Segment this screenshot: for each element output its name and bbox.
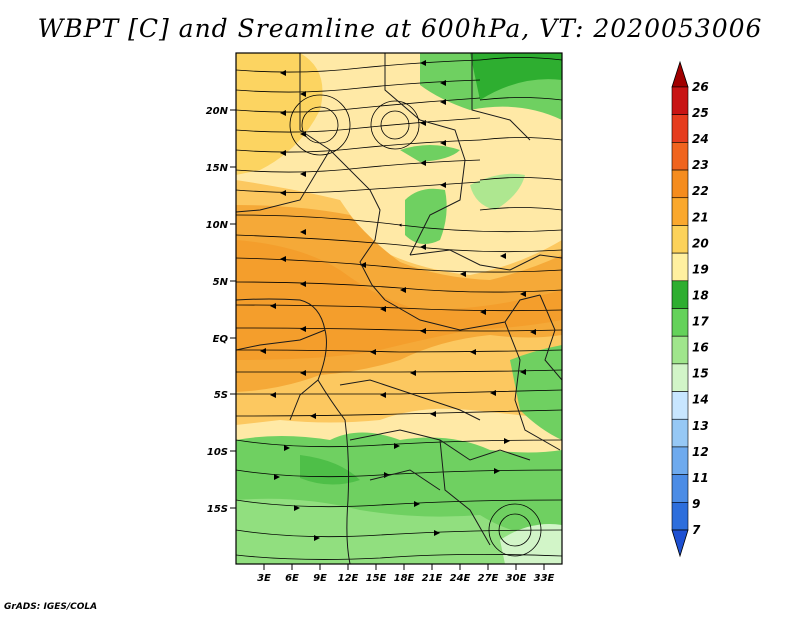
colorbar-label: 18	[692, 288, 709, 302]
colorbar-cell	[671, 86, 689, 115]
colorbar-label: 9	[692, 497, 700, 511]
colorbar-cell	[671, 446, 689, 475]
streamline-arrows	[260, 60, 536, 541]
country-borders	[236, 53, 562, 564]
colorbar-label: 23	[692, 158, 709, 172]
colorbar-cell	[671, 363, 689, 392]
colorbar-cell	[671, 474, 689, 503]
colorbar-cell	[671, 280, 689, 309]
chart-title: WBPT [C] and Sreamline at 600hPa, VT: 20…	[37, 14, 763, 43]
colorbar-label: 16	[692, 341, 709, 355]
colorbar-label: 13	[692, 419, 709, 433]
colorbar-max-arrow	[671, 60, 689, 88]
colorbar-cell	[671, 114, 689, 143]
lat-tick-label: 10S	[207, 447, 228, 458]
lat-tick-label: 15N	[206, 163, 229, 174]
lat-tick-label: 5N	[213, 277, 229, 288]
lon-tick-label: 21E	[422, 573, 443, 584]
colorbar-label: 15	[692, 367, 709, 381]
colorbar-cell	[671, 308, 689, 337]
latitude-axis: 20N 15N 10N 5N EQ 5S 10S 15S	[206, 106, 236, 515]
colorbar-cell	[671, 197, 689, 226]
credit-label: GrADS: IGES/COLA	[4, 602, 98, 612]
colorbar: 26 25 24 23 22 21 20 19 18 17 16 15 14 13 12 11 9 7	[671, 60, 709, 558]
colorbar-label: 12	[692, 445, 709, 459]
longitude-axis: 3E 6E 9E 12E 15E 18E 21E 24E 27E 30E 33E	[257, 564, 555, 584]
colorbar-label: 7	[692, 523, 701, 537]
map-frame	[235, 52, 563, 565]
colorbar-label: 17	[692, 315, 709, 329]
colorbar-cell	[671, 142, 689, 171]
lat-tick-label: EQ	[213, 334, 229, 345]
colorbar-cell	[671, 502, 689, 531]
lon-tick-label: 27E	[478, 573, 499, 584]
lon-tick-label: 3E	[257, 573, 271, 584]
colorbar-label: 21	[692, 210, 709, 224]
colorbar-label: 19	[692, 262, 709, 276]
colorbar-label: 26	[692, 80, 709, 94]
streamlines	[236, 57, 562, 560]
lat-tick-label: 15S	[207, 504, 228, 515]
lat-tick-label: 10N	[206, 220, 229, 231]
colorbar-cell	[671, 418, 689, 448]
colorbar-label: 25	[692, 106, 709, 120]
colorbar-label: 24	[692, 132, 709, 146]
colorbar-cell	[671, 335, 689, 365]
lon-tick-label: 9E	[313, 573, 327, 584]
lon-tick-label: 18E	[394, 573, 415, 584]
colorbar-cell	[671, 169, 689, 199]
colorbar-label: 22	[692, 184, 709, 198]
colorbar-label: 11	[692, 471, 709, 485]
lon-tick-label: 6E	[285, 573, 299, 584]
colorbar-cell	[671, 252, 689, 282]
lon-tick-label: 30E	[506, 573, 527, 584]
lat-tick-label: 5S	[214, 390, 228, 401]
lon-tick-label: 33E	[534, 573, 555, 584]
lon-tick-label: 24E	[450, 573, 471, 584]
colorbar-label: 14	[692, 393, 709, 407]
colorbar-cell	[671, 391, 689, 420]
lon-tick-label: 12E	[338, 573, 359, 584]
colorbar-min-arrow	[671, 529, 689, 558]
colorbar-label: 20	[692, 236, 709, 250]
lon-tick-label: 15E	[366, 573, 387, 584]
lat-tick-label: 20N	[206, 106, 229, 117]
colorbar-cell	[671, 225, 689, 254]
